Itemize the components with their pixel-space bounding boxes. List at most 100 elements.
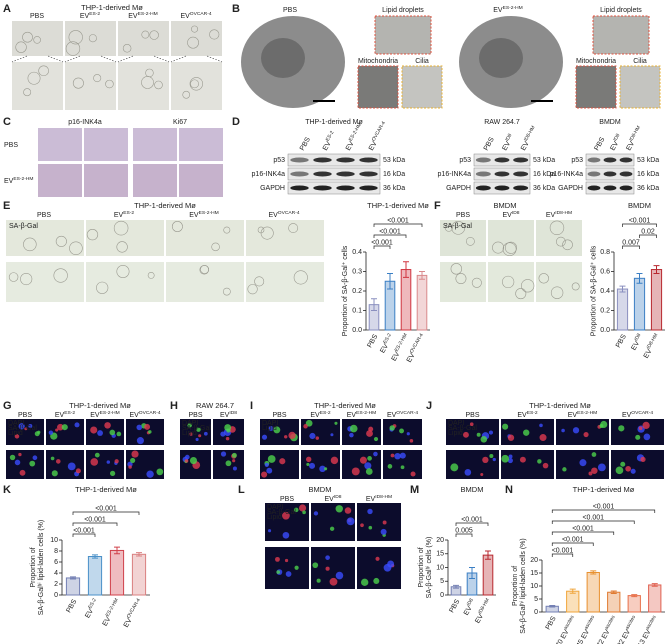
x-tick-label: EVES-2 bbox=[377, 332, 395, 354]
inset-label: Mitochondria bbox=[358, 58, 398, 65]
error-bar bbox=[631, 594, 638, 598]
chart-title: THP-1-derived Mø bbox=[573, 485, 635, 494]
nucleus bbox=[368, 426, 374, 432]
label-base: EV bbox=[123, 617, 134, 629]
cell bbox=[515, 288, 527, 300]
nucleus bbox=[130, 457, 136, 463]
image-title: PBS bbox=[283, 7, 297, 14]
micrograph bbox=[440, 220, 486, 256]
cell bbox=[116, 265, 130, 278]
label-base: EV bbox=[517, 412, 527, 419]
blot-strip bbox=[287, 153, 381, 167]
nucleus bbox=[231, 452, 237, 458]
blot-strip bbox=[287, 181, 381, 195]
label-base: EV bbox=[220, 412, 230, 419]
error-bar bbox=[636, 272, 643, 284]
nucleus bbox=[226, 428, 231, 433]
nucleus bbox=[61, 424, 68, 431]
nucleus bbox=[406, 432, 410, 436]
nucleus bbox=[542, 462, 549, 469]
em-nucleus bbox=[479, 38, 523, 78]
panel-label: L bbox=[238, 484, 245, 496]
micrograph bbox=[12, 21, 63, 56]
fluorescence-image bbox=[357, 503, 401, 541]
column-label: EVID8-HM bbox=[546, 210, 572, 219]
nucleus bbox=[293, 507, 299, 513]
nucleus bbox=[630, 468, 636, 474]
panel-label: F bbox=[434, 200, 441, 212]
nucleus bbox=[128, 465, 132, 469]
cell bbox=[20, 272, 33, 286]
cell bbox=[116, 241, 128, 253]
column-label: EVID8-HM bbox=[366, 494, 392, 503]
micrograph bbox=[118, 62, 169, 110]
nucleus bbox=[266, 467, 273, 474]
nucleus bbox=[588, 471, 593, 476]
y-tick-label: 0.3 bbox=[352, 268, 362, 275]
column-label: EVOVCAR-4 bbox=[180, 11, 211, 20]
ihc-image bbox=[133, 164, 177, 197]
y-axis-label: Proportion of bbox=[512, 566, 519, 606]
nucleus bbox=[298, 504, 307, 512]
label-base: EV bbox=[180, 13, 190, 20]
fluorescence-image bbox=[611, 450, 664, 479]
p-value: 0.02 bbox=[641, 228, 655, 235]
nucleus bbox=[282, 531, 290, 539]
cell bbox=[550, 286, 564, 299]
nucleus bbox=[267, 455, 276, 463]
y-tick-label: 0.1 bbox=[352, 307, 362, 314]
nucleus bbox=[482, 456, 489, 464]
nucleus bbox=[373, 437, 379, 442]
significance-bracket bbox=[551, 531, 615, 535]
nucleus bbox=[305, 419, 313, 427]
error-bar bbox=[610, 590, 617, 595]
significance-bracket bbox=[622, 245, 640, 249]
label-base: EV bbox=[520, 140, 531, 152]
label-base: EV bbox=[90, 412, 100, 419]
panel-title: THP-1-derived Mø bbox=[314, 401, 376, 410]
nucleus bbox=[306, 456, 312, 463]
nucleus bbox=[508, 454, 513, 459]
nucleus bbox=[303, 424, 308, 429]
chart-title: BMDM bbox=[628, 201, 651, 210]
size-label: 53 kDa bbox=[533, 157, 555, 164]
nucleus bbox=[507, 457, 513, 464]
p-value: <0.001 bbox=[461, 516, 483, 523]
label-sup: ES-2-HM bbox=[356, 410, 376, 416]
column-label: EVES-2 bbox=[114, 210, 134, 219]
blot-band bbox=[603, 157, 617, 163]
significance-bracket bbox=[72, 511, 140, 515]
column-label: EVES-2-HM bbox=[90, 410, 119, 419]
nucleus bbox=[387, 560, 395, 568]
nucleus bbox=[284, 558, 289, 563]
cell bbox=[492, 241, 505, 254]
legend-label: DAPI bbox=[262, 420, 278, 427]
cell bbox=[65, 41, 81, 56]
ihc-image bbox=[84, 128, 128, 161]
cell bbox=[105, 79, 114, 89]
x-tick-label: EVID8 bbox=[461, 597, 477, 616]
significance-bracket bbox=[373, 234, 407, 238]
nucleus bbox=[618, 425, 625, 432]
nucleus bbox=[562, 467, 567, 472]
cell bbox=[171, 221, 183, 232]
p-value: <0.001 bbox=[562, 536, 584, 543]
nucleus bbox=[136, 424, 143, 431]
y-tick-label: 0.2 bbox=[352, 288, 362, 295]
blot-band bbox=[494, 157, 510, 163]
p-value: <0.001 bbox=[582, 514, 604, 521]
nucleus bbox=[380, 528, 387, 535]
label-base: EV bbox=[114, 212, 124, 219]
inset-label: Mitochondria bbox=[576, 58, 616, 65]
blot-band bbox=[290, 171, 309, 177]
y-tick-label: 20 bbox=[436, 537, 444, 544]
p-value: <0.001 bbox=[593, 503, 615, 510]
label-sup: ES-2-HM bbox=[138, 11, 158, 17]
cell bbox=[22, 31, 33, 43]
label-base: PBS bbox=[465, 412, 479, 419]
blot-band bbox=[513, 157, 529, 163]
label-base: EV bbox=[129, 412, 139, 419]
column-label: EVID8 bbox=[325, 494, 342, 503]
y-tick-label: 0.4 bbox=[352, 249, 362, 256]
nucleus bbox=[360, 523, 364, 528]
